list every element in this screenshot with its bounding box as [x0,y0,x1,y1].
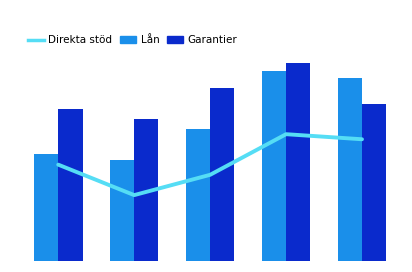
Bar [110,160,134,261]
Bar [34,154,58,261]
Bar [286,63,310,261]
Bar [262,71,286,261]
Bar [186,129,210,261]
Bar [134,119,159,261]
Bar [338,78,362,261]
Bar [362,104,386,261]
Legend: Direkta stöd, Lån, Garantier: Direkta stöd, Lån, Garantier [26,33,239,47]
Bar [58,109,82,261]
Bar [210,88,234,261]
